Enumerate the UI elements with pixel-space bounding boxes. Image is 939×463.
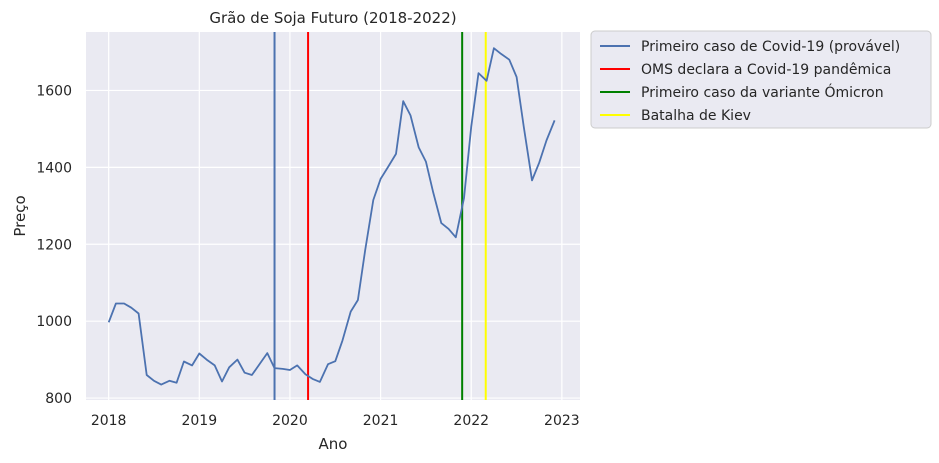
series-layer bbox=[107, 47, 556, 386]
y-tick-label: 1200 bbox=[36, 237, 72, 253]
x-tick-label: 2023 bbox=[544, 413, 580, 429]
price-series-line bbox=[107, 47, 556, 386]
plot-area bbox=[86, 32, 580, 400]
vline-layer bbox=[273, 32, 487, 400]
tick-layer: 2018 2019 2020 2021 2022 2023 800 1000 1200 1400 1… bbox=[36, 83, 579, 429]
legend: Primeiro caso de Covid-19 (provável) OMS … bbox=[590, 30, 932, 129]
x-tick-label: 2022 bbox=[453, 413, 489, 429]
x-axis-label: Ano bbox=[319, 435, 348, 453]
legend-label: Primeiro caso de Covid-19 (provável) bbox=[641, 39, 900, 55]
legend-label: Primeiro caso da variante Ómicron bbox=[641, 83, 884, 101]
x-tick-label: 2021 bbox=[363, 413, 399, 429]
y-tick-label: 1400 bbox=[36, 160, 72, 176]
y-tick-label: 1600 bbox=[36, 83, 72, 99]
y-tick-label: 800 bbox=[45, 391, 72, 407]
y-axis-label: Preço bbox=[11, 195, 29, 236]
legend-box bbox=[590, 30, 932, 129]
chart-title: Grão de Soja Futuro (2018-2022) bbox=[209, 9, 456, 27]
x-tick-label: 2018 bbox=[91, 413, 127, 429]
y-tick-label: 1000 bbox=[36, 314, 72, 330]
x-tick-label: 2019 bbox=[181, 413, 217, 429]
x-tick-label: 2020 bbox=[272, 413, 308, 429]
legend-label: Batalha de Kiev bbox=[641, 108, 751, 124]
legend-label: OMS declara a Covid-19 pandêmica bbox=[641, 62, 891, 78]
grid-layer bbox=[86, 32, 580, 400]
